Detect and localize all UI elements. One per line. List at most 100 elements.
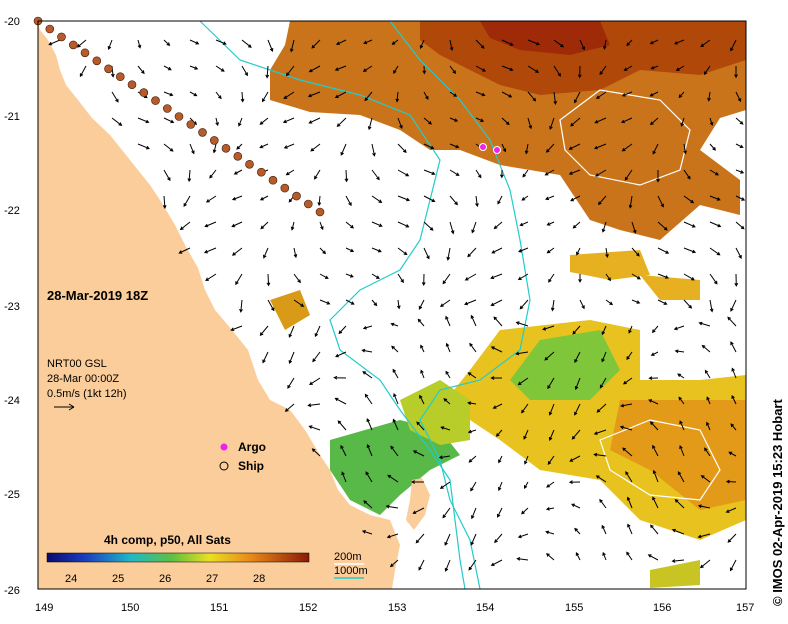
current-vector (340, 143, 347, 156)
current-vector (230, 325, 243, 331)
lon-tick: 153 (388, 602, 406, 614)
current-vector (231, 195, 243, 201)
current-vector (652, 444, 659, 457)
current-vector (137, 143, 150, 150)
lat-tick: -23 (4, 301, 20, 313)
current-vector (571, 503, 581, 509)
current-vector (163, 91, 174, 97)
current-vector (673, 39, 685, 45)
current-vector (137, 65, 145, 75)
current-vector (470, 481, 477, 492)
current-vector (599, 498, 607, 509)
sst-patch-ne (270, 290, 310, 330)
current-vector (312, 351, 321, 363)
argo-legend-marker (220, 443, 228, 451)
current-vector (729, 559, 737, 572)
current-vector (390, 322, 399, 327)
current-vector (622, 447, 633, 457)
current-vector (621, 91, 633, 97)
ship-position (280, 183, 290, 193)
current-vector (574, 527, 581, 535)
current-vector (735, 169, 745, 174)
contour-1000m (199, 20, 466, 590)
current-vector (137, 39, 142, 49)
current-vector (397, 169, 410, 177)
current-vector (706, 396, 711, 405)
ship-position (163, 104, 172, 113)
current-vector (111, 91, 119, 103)
current-vector (293, 247, 298, 259)
current-vector (709, 143, 716, 151)
ship-position (104, 64, 113, 74)
current-vector (625, 470, 633, 483)
land-fraser-island (406, 478, 430, 530)
current-vector (594, 169, 607, 177)
current-vector (423, 169, 436, 175)
current-vector (79, 65, 87, 78)
current-vector (416, 421, 425, 431)
current-vector (443, 398, 451, 405)
current-vector (179, 221, 191, 231)
ship-position (80, 48, 90, 58)
current-vector (366, 443, 373, 457)
current-vector (444, 559, 451, 572)
sst-north-dark (480, 21, 610, 55)
current-vector (706, 421, 711, 431)
current-vector (521, 195, 529, 201)
current-vector (467, 401, 477, 405)
current-vector (549, 117, 555, 130)
ship-position (57, 32, 66, 42)
contour-white (559, 89, 691, 186)
ship-position (151, 96, 160, 105)
current-vector (519, 299, 529, 310)
current-vector (683, 169, 691, 180)
current-vector (499, 169, 504, 179)
current-vector (422, 65, 427, 75)
current-vector (595, 475, 607, 483)
current-vector (568, 169, 581, 175)
current-vector (397, 117, 403, 129)
current-vector (649, 117, 659, 126)
current-vector (709, 273, 718, 285)
current-vector (494, 533, 503, 544)
current-vector (317, 195, 322, 207)
current-vector (683, 143, 687, 155)
current-vector (515, 321, 529, 327)
current-vector (631, 299, 641, 304)
current-vector (468, 455, 477, 463)
current-vector (396, 299, 401, 310)
current-vector (576, 247, 581, 256)
sst-mid-right-2 (640, 275, 700, 300)
lon-tick: 157 (736, 602, 754, 614)
current-vector (652, 496, 659, 509)
current-vector (395, 91, 400, 103)
current-vector (261, 91, 269, 103)
current-vector (596, 403, 607, 413)
composite-label: 4h comp, p50, All Sats (104, 533, 231, 547)
current-vector (678, 91, 685, 99)
current-vector (501, 65, 514, 71)
current-vector (650, 524, 659, 535)
current-vector (391, 345, 399, 353)
current-vector (475, 39, 485, 49)
current-vector (649, 39, 659, 45)
current-vector (203, 247, 217, 254)
current-vector (209, 169, 217, 179)
current-vector (730, 341, 737, 353)
current-vector (709, 169, 720, 176)
arrow-scale-label: 0.5m/s (1kt 12h) (47, 388, 126, 400)
ship-track (33, 16, 325, 217)
current-vector (523, 429, 529, 440)
current-vector (344, 169, 349, 183)
current-vector (501, 39, 514, 46)
current-vector (418, 299, 425, 310)
current-vector (163, 169, 171, 182)
current-vector (593, 452, 607, 457)
current-vector (546, 247, 555, 254)
current-vector (334, 65, 347, 71)
current-vector (657, 273, 669, 279)
current-vector (308, 65, 321, 73)
current-vector (386, 533, 399, 539)
current-vector (605, 299, 614, 306)
current-vector (362, 65, 373, 72)
